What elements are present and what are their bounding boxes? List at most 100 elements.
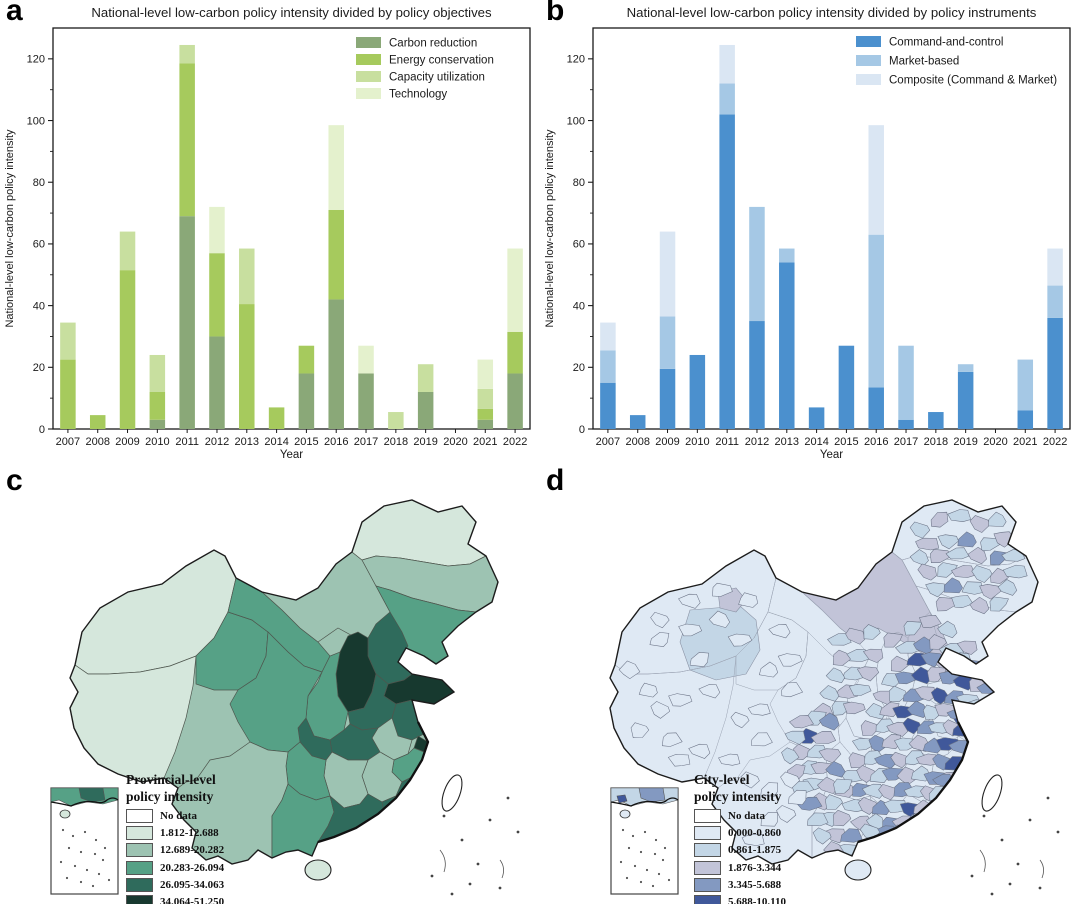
city-cell xyxy=(708,610,731,628)
x-tick-label: 2008 xyxy=(625,436,649,448)
city-cell xyxy=(638,682,658,698)
island-speck xyxy=(498,886,502,890)
bar-segment xyxy=(209,253,225,337)
bar-segment xyxy=(119,270,136,429)
inset-island-dot xyxy=(67,846,71,850)
island-speck xyxy=(982,814,986,818)
city-cell xyxy=(1002,564,1028,579)
map-legend-swatch xyxy=(126,877,153,892)
city-cell xyxy=(957,703,977,720)
city-cell xyxy=(788,715,814,729)
panel-letter-b: b xyxy=(546,0,565,27)
map-legend-row: 0.000-0.860 xyxy=(694,826,786,841)
map-legend-row: 0.861-1.875 xyxy=(694,843,786,858)
map-legend-label: 12.689-20.282 xyxy=(160,844,225,857)
x-tick-label: 2019 xyxy=(953,436,977,448)
bar-segment xyxy=(89,415,106,429)
city-cell xyxy=(688,743,711,759)
city-cell xyxy=(891,655,910,672)
inset-coast-patch xyxy=(638,787,666,803)
city-cell xyxy=(950,565,976,578)
map-legend-row: 20.283-26.094 xyxy=(126,860,224,875)
map-legend-label: 5.688-10.110 xyxy=(728,895,787,904)
city-cell xyxy=(957,531,977,548)
inset-island-dot xyxy=(103,846,107,850)
x-tick-label: 2020 xyxy=(443,436,467,448)
city-cell xyxy=(969,596,990,615)
city-cell xyxy=(698,684,721,699)
bar-segment xyxy=(209,336,225,429)
city-cell xyxy=(915,815,939,831)
taiwan-island xyxy=(981,774,1003,812)
bar-segment xyxy=(600,382,616,429)
x-tick-label: 2012 xyxy=(745,436,769,448)
legend-label: Carbon reduction xyxy=(389,38,477,50)
inset-island-dot xyxy=(79,850,83,854)
city-cell xyxy=(781,682,804,698)
legend-swatch xyxy=(356,54,381,65)
inset-hainan xyxy=(619,809,631,819)
city-cell xyxy=(777,653,803,667)
city-cell xyxy=(964,720,985,740)
panel-letter-d: d xyxy=(546,464,565,497)
legend-label: Technology xyxy=(389,89,447,101)
bar-segment xyxy=(600,350,616,383)
city-legend: City-level policy intensity No data 0.000-0… xyxy=(694,772,786,904)
island-speck xyxy=(430,874,434,878)
city-cell xyxy=(861,783,885,799)
map-legend-row: No data xyxy=(694,808,786,823)
bar-segment xyxy=(179,216,195,429)
inset-coast-patch xyxy=(616,794,628,804)
bar-segment xyxy=(358,373,374,429)
city-cell xyxy=(956,640,978,655)
inset-island-dot xyxy=(643,830,647,834)
city-cell xyxy=(758,661,779,678)
bar-segment xyxy=(868,387,884,429)
panel-a: a National-level low-carbon policy inten… xyxy=(0,0,540,461)
hainan-island xyxy=(844,859,872,881)
provincial-legend: Provincial-level policy intensity No data 1… xyxy=(126,772,224,904)
map-legend-swatch xyxy=(126,894,153,904)
city-cell xyxy=(961,581,984,595)
bar-segment xyxy=(119,231,136,271)
x-tick-label: 2007 xyxy=(596,436,620,448)
city-cell xyxy=(825,761,846,778)
inset-island-dot xyxy=(93,852,97,856)
city-cell xyxy=(860,720,880,736)
city-cell xyxy=(937,620,958,639)
inset-island-dot xyxy=(101,858,105,862)
map-legend-label: 1.876-3.344 xyxy=(728,861,782,874)
bar-segment xyxy=(719,44,735,84)
bar-chart-policy-objectives: National-level low-carbon policy intensi… xyxy=(4,5,531,461)
legend-label: Market-based xyxy=(889,56,959,68)
city-cell xyxy=(740,771,760,789)
x-tick-label: 2018 xyxy=(384,436,408,448)
map-legend-label: 26.095-34.063 xyxy=(160,878,225,891)
island-speck xyxy=(450,892,454,896)
bar-segment xyxy=(838,345,855,429)
x-tick-label: 2013 xyxy=(775,436,799,448)
taiwan-island xyxy=(441,774,463,812)
coastline-emphasis xyxy=(857,721,970,844)
bar-segment xyxy=(719,83,735,115)
map-legend-row: 1.812-12.688 xyxy=(126,826,224,841)
china-map-city xyxy=(609,499,1060,896)
bar-segment xyxy=(898,419,914,429)
bar-segment xyxy=(1017,359,1034,411)
x-tick-label: 2016 xyxy=(324,436,348,448)
city-cell xyxy=(930,549,952,563)
city-cell xyxy=(678,593,701,609)
x-axis-label: Year xyxy=(280,449,303,460)
island-speck xyxy=(476,862,480,866)
city-cell xyxy=(818,712,840,731)
map-legend-row: 26.095-34.063 xyxy=(126,877,225,892)
x-tick-label: 2021 xyxy=(473,436,497,448)
x-tick-label: 2008 xyxy=(85,436,109,448)
inset-island-dot xyxy=(61,828,65,832)
y-tick-label: 0 xyxy=(579,424,585,436)
bar-segment xyxy=(1047,317,1063,429)
inset-island-dot xyxy=(73,864,77,868)
city-cell xyxy=(630,722,650,738)
map-legend-row: 3.345-5.688 xyxy=(694,877,786,892)
bar-segment xyxy=(417,364,434,392)
